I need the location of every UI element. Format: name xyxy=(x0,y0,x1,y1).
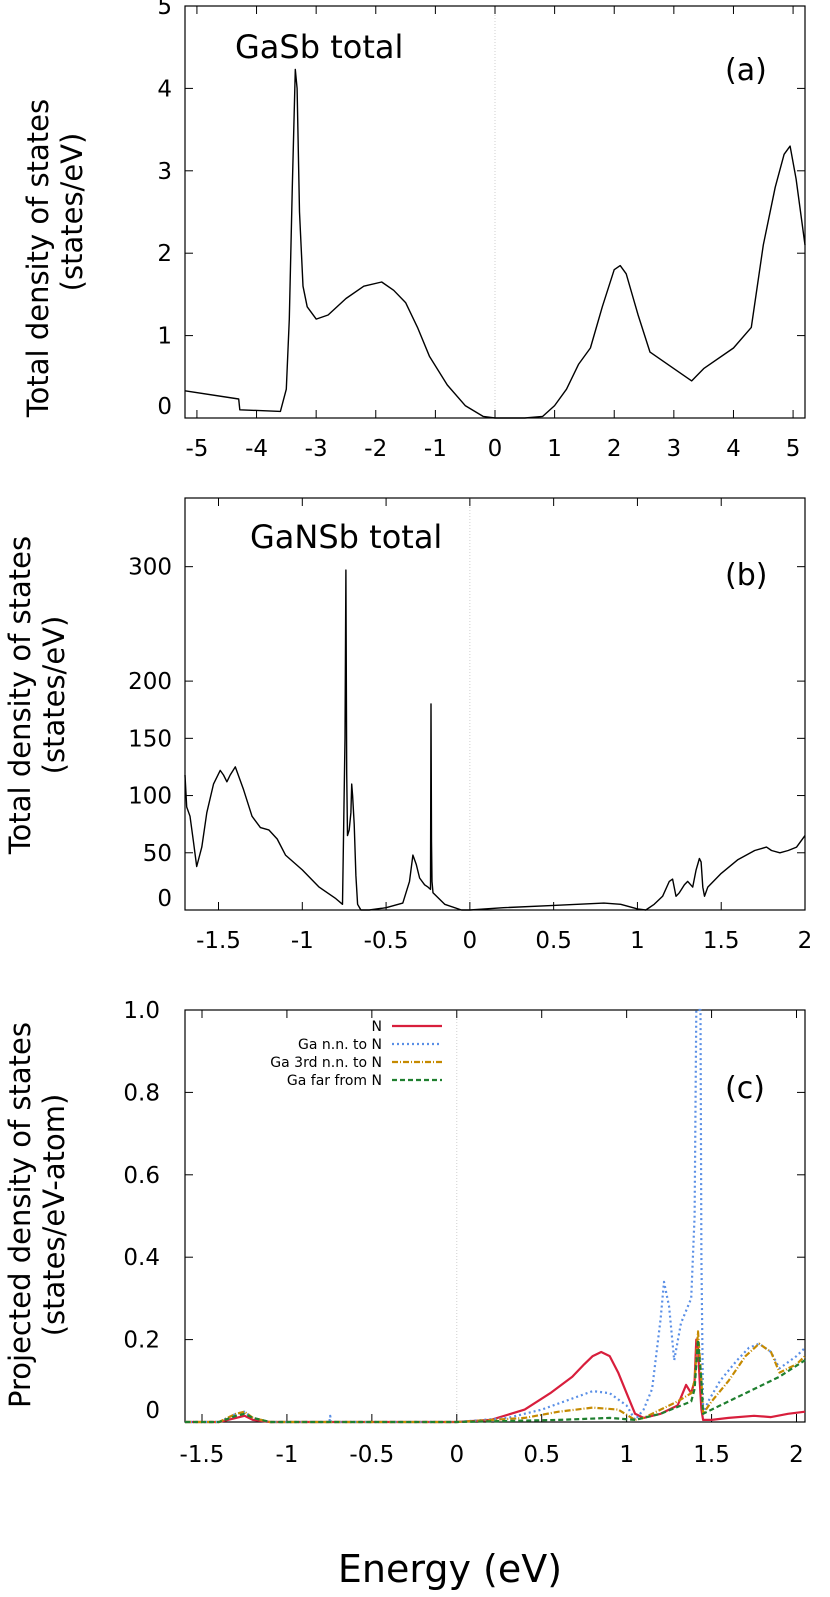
x-tick-label: 0 xyxy=(449,1442,464,1468)
x-tick-label: -0.5 xyxy=(349,1442,394,1468)
legend-label: Ga 3rd n.n. to N xyxy=(270,1055,382,1071)
panel-a-ylabel-line2: (states/eV) xyxy=(55,133,89,292)
x-tick-label: 3 xyxy=(667,436,682,462)
y-tick-label: 0.8 xyxy=(123,1080,160,1106)
x-tick-label: 1.5 xyxy=(693,1442,730,1468)
x-tick-label: -1 xyxy=(291,928,314,954)
x-tick-label: -1.5 xyxy=(180,1442,225,1468)
x-tick-label: 1 xyxy=(547,436,562,462)
x-tick-label: -1 xyxy=(275,1442,298,1468)
y-tick-label: 0.6 xyxy=(123,1163,160,1189)
panel-b-label: (b) xyxy=(725,558,767,593)
y-tick-label: 0 xyxy=(157,394,172,420)
panel-c: (c) Projected density of states (states/… xyxy=(3,998,806,1468)
x-tick-label: 2 xyxy=(798,928,813,954)
y-tick-label: 300 xyxy=(128,555,172,581)
y-tick-label: 2 xyxy=(157,241,172,267)
panel-c-label: (c) xyxy=(725,1071,765,1106)
x-tick-label: 2 xyxy=(607,436,622,462)
y-tick-label: 150 xyxy=(128,726,172,752)
x-tick-label: 4 xyxy=(726,436,741,462)
x-tick-label: -4 xyxy=(245,436,268,462)
y-tick-label: 1.0 xyxy=(123,998,160,1024)
x-tick-label: -1.5 xyxy=(196,928,241,954)
x-tick-label: 5 xyxy=(786,436,801,462)
panel-b: GaNSb total (b) Total density of states … xyxy=(3,497,813,954)
panel-b-ylabel-line1: Total density of states xyxy=(3,536,37,855)
y-tick-label: 0 xyxy=(157,886,172,912)
legend-label: Ga n.n. to N xyxy=(298,1037,382,1053)
series-line-gansb-total xyxy=(184,569,806,911)
x-tick-label: -3 xyxy=(305,436,328,462)
panel-b-ylabel-line2: (states/eV) xyxy=(37,616,71,775)
panel-a-title: GaSb total xyxy=(235,28,403,66)
y-tick-label: 4 xyxy=(157,76,172,102)
x-tick-label: 0 xyxy=(463,928,478,954)
x-tick-label: 1.5 xyxy=(703,928,740,954)
x-tick-label: 0.5 xyxy=(535,928,572,954)
series-line-ga-3rd-n-n-to-n xyxy=(185,1330,806,1424)
series-line-ga-n-n-to-n xyxy=(185,1008,806,1424)
x-tick-label: -1 xyxy=(424,436,447,462)
y-tick-label: 0.4 xyxy=(123,1245,160,1271)
x-tick-label: 0 xyxy=(488,436,503,462)
y-tick-label: 200 xyxy=(128,669,172,695)
x-tick-label: -2 xyxy=(364,436,387,462)
panel-b-frame xyxy=(184,497,806,911)
panel-a-ylabel-line1: Total density of states xyxy=(21,99,55,418)
panel-c-frame xyxy=(184,1009,806,1423)
panel-a-frame xyxy=(184,5,806,419)
legend-label: Ga far from N xyxy=(287,1073,382,1089)
legend-label: N xyxy=(372,1019,382,1035)
y-tick-label: 5 xyxy=(157,0,172,20)
panel-c-ylabel-line2: (states/eV-atom) xyxy=(37,1094,71,1337)
panel-c-ylabel-line1: Projected density of states xyxy=(3,1022,37,1408)
y-tick-label: 0.2 xyxy=(123,1328,160,1354)
panel-a: GaSb total (a) Total density of states (… xyxy=(21,0,806,462)
series-line-ga-far-from-n xyxy=(185,1338,806,1424)
series-line-gasb-total xyxy=(184,68,806,419)
y-tick-label: 50 xyxy=(143,841,172,867)
x-tick-label: 2 xyxy=(789,1442,804,1468)
y-tick-label: 3 xyxy=(157,159,172,185)
x-axis-title: Energy (eV) xyxy=(338,1547,562,1591)
x-tick-label: -5 xyxy=(185,436,208,462)
x-tick-label: 1 xyxy=(619,1442,634,1468)
y-tick-label: 1 xyxy=(157,324,172,350)
y-tick-label: 0 xyxy=(145,1398,160,1424)
x-tick-label: -0.5 xyxy=(364,928,409,954)
panel-b-title: GaNSb total xyxy=(250,518,442,556)
x-tick-label: 1 xyxy=(630,928,645,954)
panel-a-label: (a) xyxy=(725,53,767,88)
x-tick-label: 0.5 xyxy=(523,1442,560,1468)
panel-c-legend: N Ga n.n. to N Ga 3rd n.n. to N Ga far from… xyxy=(270,1019,442,1089)
y-tick-label: 100 xyxy=(128,784,172,810)
